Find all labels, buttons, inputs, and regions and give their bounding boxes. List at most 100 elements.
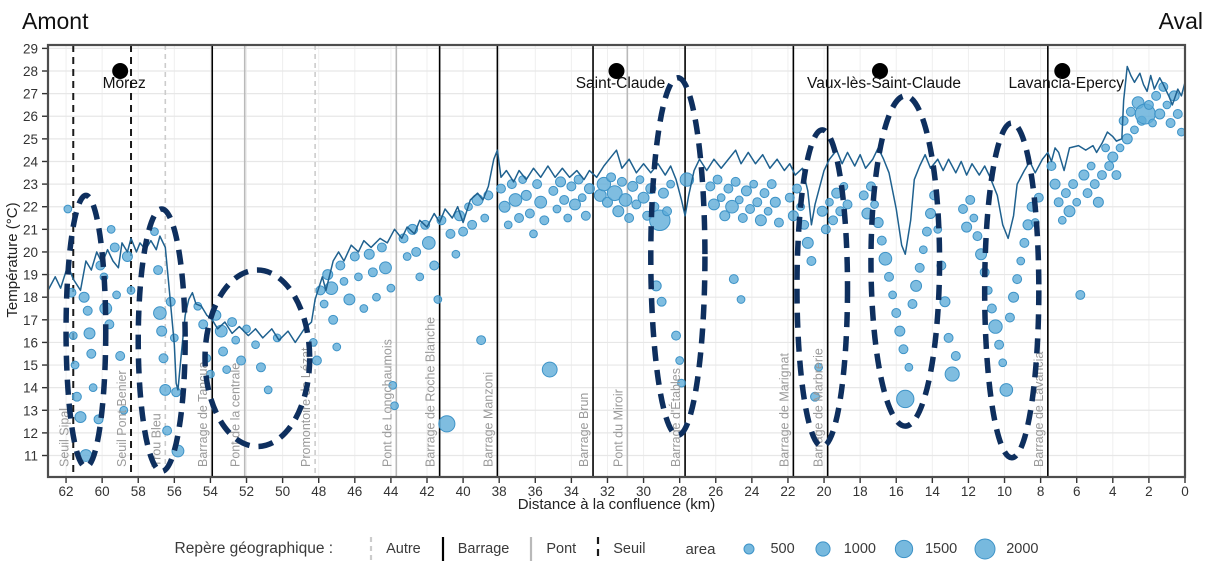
y-axis-title: Température (°C) bbox=[4, 202, 21, 318]
plot-border bbox=[46, 43, 1187, 479]
data-bubble bbox=[730, 176, 741, 187]
data-bubble bbox=[606, 185, 623, 202]
data-bubble bbox=[1046, 161, 1057, 171]
data-bubble bbox=[68, 331, 78, 341]
data-bubble bbox=[888, 290, 898, 300]
y-tick-label: 14 bbox=[23, 381, 39, 396]
highlight-ellipse bbox=[981, 120, 1042, 461]
y-tick-label: 18 bbox=[23, 290, 38, 305]
data-bubble bbox=[904, 362, 914, 372]
data-bubble bbox=[555, 176, 567, 188]
data-bubble bbox=[354, 272, 363, 282]
city-dot bbox=[1054, 63, 1071, 80]
legend-pont-line-sample bbox=[530, 537, 533, 561]
data-bubble bbox=[969, 213, 979, 223]
data-bubble bbox=[1107, 151, 1119, 163]
marker-label: Trou Bleu bbox=[149, 413, 163, 467]
data-bubble bbox=[255, 362, 266, 373]
x-tick-label: 48 bbox=[311, 484, 326, 499]
data-bubble bbox=[411, 246, 422, 257]
data-bubble bbox=[910, 279, 923, 292]
data-bubble bbox=[242, 324, 251, 334]
data-bubble bbox=[508, 193, 523, 207]
y-tick-label: 28 bbox=[23, 64, 38, 79]
data-bubble bbox=[943, 332, 954, 343]
data-bubble bbox=[467, 219, 478, 230]
data-bubble bbox=[801, 236, 814, 249]
data-bubble bbox=[734, 195, 744, 205]
data-bubble bbox=[1012, 274, 1023, 285]
data-bubble bbox=[524, 208, 535, 219]
x-tick-label: 20 bbox=[817, 484, 832, 499]
data-bubble bbox=[1101, 143, 1110, 153]
data-bubble bbox=[480, 213, 490, 223]
data-bubble bbox=[787, 210, 799, 222]
data-bubble bbox=[769, 196, 781, 208]
data-bubble bbox=[1008, 291, 1020, 303]
marker-label: Seuil Sipal bbox=[57, 408, 71, 467]
legend-bubble-sample bbox=[974, 538, 996, 560]
data-bubble bbox=[1172, 109, 1183, 119]
data-bubble bbox=[679, 172, 695, 187]
data-bubble bbox=[677, 378, 686, 388]
data-bubble bbox=[745, 204, 756, 214]
marker-label: Barrage d'Étables bbox=[668, 368, 683, 467]
data-bubble bbox=[1115, 143, 1125, 153]
x-tick-label: 32 bbox=[600, 484, 615, 499]
data-bubble bbox=[121, 250, 133, 262]
legend-area-items: 500 1000 1500 2000 bbox=[729, 537, 1046, 561]
data-bubble bbox=[438, 415, 456, 433]
data-bubble bbox=[606, 172, 617, 183]
data-bubble bbox=[106, 224, 116, 234]
data-bubble bbox=[878, 251, 893, 266]
data-bubble bbox=[402, 252, 412, 261]
data-bubble bbox=[950, 351, 961, 361]
data-bubble bbox=[386, 283, 396, 293]
data-bubble bbox=[82, 305, 93, 316]
x-tick-label: 58 bbox=[131, 484, 146, 499]
data-bubble bbox=[458, 226, 469, 237]
data-bubble bbox=[1057, 215, 1067, 225]
data-bubble bbox=[907, 299, 918, 309]
data-bubble bbox=[1143, 99, 1154, 110]
city-dot bbox=[608, 63, 625, 80]
data-bubble bbox=[858, 190, 869, 201]
data-bubble bbox=[1004, 312, 1015, 323]
data-bubble bbox=[894, 325, 906, 337]
data-bubble bbox=[1078, 169, 1090, 181]
marker-label: Barrage de Roche Blanche bbox=[424, 317, 438, 467]
legend-barrage-line-sample bbox=[441, 537, 444, 561]
data-bubble bbox=[83, 327, 96, 340]
data-bubble bbox=[662, 206, 673, 217]
data-bubble bbox=[476, 335, 487, 346]
data-bubble bbox=[162, 425, 173, 436]
data-bubble bbox=[498, 200, 511, 213]
data-bubble bbox=[736, 295, 746, 304]
data-bubble bbox=[999, 383, 1014, 397]
data-bubble bbox=[637, 191, 650, 204]
data-bubble bbox=[1019, 237, 1030, 248]
legend-area-label: 1000 bbox=[843, 541, 876, 557]
data-bubble bbox=[158, 353, 169, 364]
data-bubble bbox=[119, 405, 129, 415]
data-bubble bbox=[1148, 118, 1157, 128]
data-bubble bbox=[870, 200, 879, 209]
data-bubble bbox=[1072, 197, 1082, 207]
data-bubble bbox=[1154, 108, 1166, 120]
data-bubble bbox=[236, 355, 247, 366]
data-bubble bbox=[816, 205, 828, 217]
data-bubble bbox=[1165, 118, 1176, 129]
data-bubble bbox=[520, 189, 532, 201]
data-bubble bbox=[451, 249, 461, 259]
city-label: Lavancia-Epercy bbox=[1009, 75, 1125, 92]
legend-geo-item-pont: Pont bbox=[525, 535, 576, 563]
data-bubble bbox=[532, 179, 543, 190]
y-tick-label: 17 bbox=[23, 313, 38, 328]
data-bubble bbox=[227, 317, 238, 328]
legend-geo-title: Repère géographique : bbox=[174, 540, 334, 557]
data-bubble bbox=[988, 319, 1003, 334]
data-bubble bbox=[231, 335, 241, 345]
temperature-distance-chart: Seuil Sipal Seuil Pont Benier Trou Bleu Bar… bbox=[23, 41, 1189, 499]
data-bubble bbox=[1104, 161, 1115, 171]
data-bubble bbox=[433, 295, 443, 304]
